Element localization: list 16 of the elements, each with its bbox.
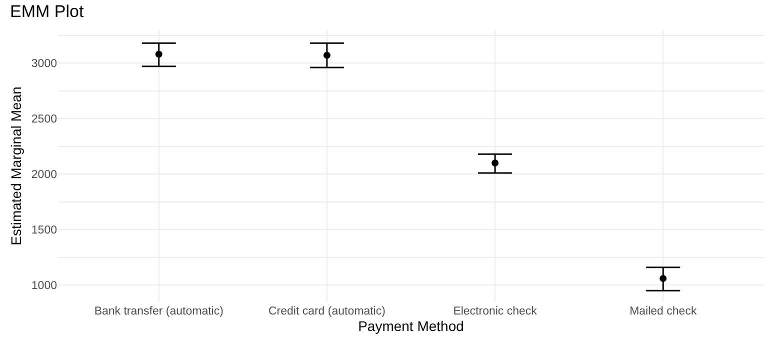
point bbox=[660, 274, 667, 282]
x-tick-label: Credit card (automatic) bbox=[268, 306, 386, 318]
x-tick-label: Electronic check bbox=[453, 306, 538, 318]
y-axis-title: Estimated Marginal Mean bbox=[8, 86, 24, 246]
point bbox=[155, 50, 162, 58]
y-tick-label: 2500 bbox=[31, 114, 57, 126]
y-tick-label: 3000 bbox=[31, 58, 57, 70]
y-tick-label: 1500 bbox=[31, 224, 57, 237]
x-axis-title: Payment Method bbox=[358, 318, 464, 334]
point bbox=[323, 52, 330, 59]
point bbox=[492, 160, 499, 166]
chart-title: EMM Plot bbox=[10, 2, 84, 22]
y-tick-label: 1000 bbox=[31, 280, 57, 292]
x-tick-label: Mailed check bbox=[630, 306, 697, 318]
y-tick-label: 2000 bbox=[31, 169, 57, 182]
x-tick-label: Bank transfer (automatic) bbox=[94, 306, 224, 318]
